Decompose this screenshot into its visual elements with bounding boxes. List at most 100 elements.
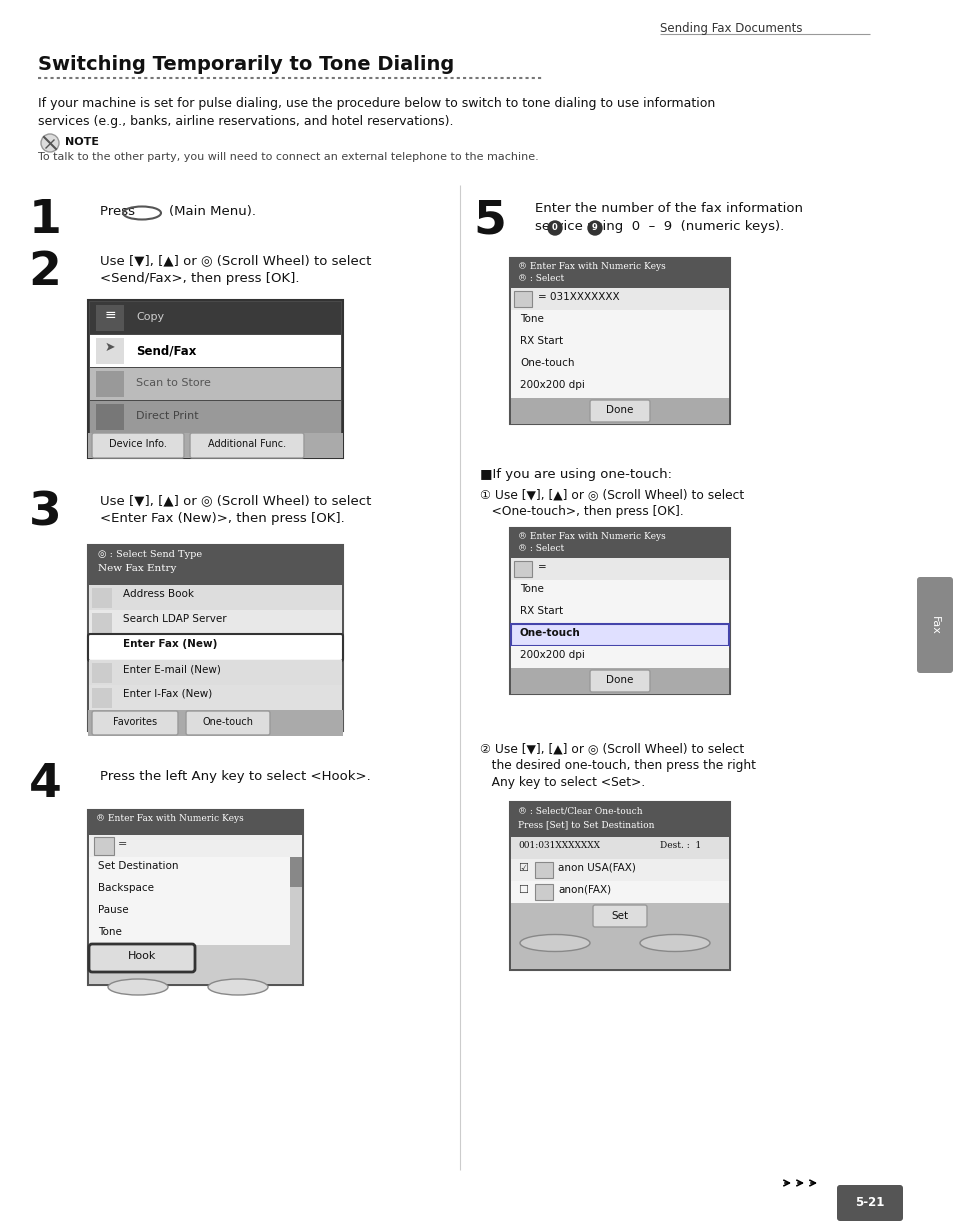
Bar xyxy=(88,710,343,736)
Text: Direct Print: Direct Print xyxy=(136,411,198,421)
Text: ® Enter Fax with Numeric Keys: ® Enter Fax with Numeric Keys xyxy=(96,814,244,823)
FancyBboxPatch shape xyxy=(190,433,304,458)
Text: ➤: ➤ xyxy=(105,341,115,355)
Text: Enter Fax (New): Enter Fax (New) xyxy=(123,639,217,649)
Text: Address Book: Address Book xyxy=(123,589,193,599)
Bar xyxy=(91,614,112,633)
Text: Any key to select <Set>.: Any key to select <Set>. xyxy=(479,775,644,789)
Bar xyxy=(510,258,729,288)
Text: 5: 5 xyxy=(473,198,506,243)
Text: Press        (Main Menu).: Press (Main Menu). xyxy=(100,205,255,218)
Bar xyxy=(90,335,340,367)
Bar xyxy=(510,802,729,971)
Text: ② Use [▼], [▲] or ◎ (Scroll Wheel) to select: ② Use [▼], [▲] or ◎ (Scroll Wheel) to se… xyxy=(479,742,743,755)
Text: the desired one-touch, then press the right: the desired one-touch, then press the ri… xyxy=(479,760,755,772)
Bar xyxy=(89,685,341,710)
Bar xyxy=(511,558,728,580)
Bar xyxy=(290,856,302,945)
Text: <Send/Fax>, then press [OK].: <Send/Fax>, then press [OK]. xyxy=(100,272,299,285)
Ellipse shape xyxy=(639,935,709,951)
Ellipse shape xyxy=(108,979,168,995)
Bar xyxy=(89,945,302,984)
Bar xyxy=(88,810,303,836)
Text: NOTE: NOTE xyxy=(65,137,99,147)
Bar xyxy=(89,610,341,636)
FancyBboxPatch shape xyxy=(593,906,646,928)
Text: <One-touch>, then press [OK].: <One-touch>, then press [OK]. xyxy=(479,506,683,518)
Text: services (e.g., banks, airline reservations, and hotel reservations).: services (e.g., banks, airline reservati… xyxy=(38,115,453,128)
Text: Enter E-mail (New): Enter E-mail (New) xyxy=(123,664,221,674)
Bar xyxy=(88,810,303,985)
Text: ® : Select/Clear One-touch: ® : Select/Clear One-touch xyxy=(517,806,642,815)
Text: ☑: ☑ xyxy=(517,863,527,872)
Text: =: = xyxy=(118,839,128,849)
Text: Scan to Store: Scan to Store xyxy=(136,378,211,388)
Text: Press the left Any key to select <Hook>.: Press the left Any key to select <Hook>. xyxy=(100,771,371,783)
Text: ® : Select: ® : Select xyxy=(517,544,563,553)
Text: Use [▼], [▲] or ◎ (Scroll Wheel) to select: Use [▼], [▲] or ◎ (Scroll Wheel) to sele… xyxy=(100,254,371,267)
Text: 200x200 dpi: 200x200 dpi xyxy=(519,650,584,660)
Text: Tone: Tone xyxy=(519,314,543,324)
Bar xyxy=(511,398,728,425)
Bar xyxy=(91,638,112,658)
Bar xyxy=(96,337,124,364)
Text: One-touch: One-touch xyxy=(519,628,580,638)
Text: ® : Select: ® : Select xyxy=(517,274,563,283)
Ellipse shape xyxy=(41,134,59,152)
Text: Device Info.: Device Info. xyxy=(109,439,167,449)
Text: Search LDAP Server: Search LDAP Server xyxy=(123,614,227,625)
Text: Set Destination: Set Destination xyxy=(98,861,178,871)
Text: ☐: ☐ xyxy=(517,885,527,894)
Text: Done: Done xyxy=(606,405,633,415)
FancyBboxPatch shape xyxy=(589,400,649,422)
Bar xyxy=(96,404,124,429)
Bar xyxy=(511,625,728,645)
Text: One-touch: One-touch xyxy=(202,717,253,728)
Text: If your machine is set for pulse dialing, use the procedure below to switch to t: If your machine is set for pulse dialing… xyxy=(38,97,715,110)
Text: 5-21: 5-21 xyxy=(855,1196,883,1210)
Text: Switching Temporarily to Tone Dialing: Switching Temporarily to Tone Dialing xyxy=(38,55,454,74)
FancyBboxPatch shape xyxy=(589,670,649,692)
Bar xyxy=(88,433,343,458)
FancyBboxPatch shape xyxy=(91,710,178,735)
Text: ① Use [▼], [▲] or ◎ (Scroll Wheel) to select: ① Use [▼], [▲] or ◎ (Scroll Wheel) to se… xyxy=(479,488,743,501)
Text: 0: 0 xyxy=(552,223,558,232)
Text: Tone: Tone xyxy=(519,584,543,594)
Bar xyxy=(90,401,340,433)
Bar xyxy=(88,545,343,731)
Text: Dest. :  1: Dest. : 1 xyxy=(659,840,700,850)
Bar xyxy=(91,663,112,683)
Text: Favorites: Favorites xyxy=(112,717,157,728)
Text: 2: 2 xyxy=(29,250,61,294)
Circle shape xyxy=(587,221,601,236)
FancyBboxPatch shape xyxy=(89,944,194,972)
Bar xyxy=(94,837,113,855)
Bar xyxy=(511,310,728,333)
Bar xyxy=(511,645,728,667)
Bar xyxy=(510,528,729,558)
Bar xyxy=(511,288,728,310)
Text: Use [▼], [▲] or ◎ (Scroll Wheel) to select: Use [▼], [▲] or ◎ (Scroll Wheel) to sele… xyxy=(100,494,371,507)
FancyBboxPatch shape xyxy=(88,634,343,661)
Bar xyxy=(510,802,729,837)
Text: Tone: Tone xyxy=(98,928,122,937)
Circle shape xyxy=(547,221,561,236)
Bar xyxy=(89,901,290,923)
Bar xyxy=(89,836,302,856)
Bar xyxy=(510,258,729,425)
Text: Fax: Fax xyxy=(929,616,939,634)
Text: Additional Func.: Additional Func. xyxy=(208,439,286,449)
Bar xyxy=(89,585,341,610)
FancyBboxPatch shape xyxy=(186,710,270,735)
Bar xyxy=(511,333,728,355)
Text: Backspace: Backspace xyxy=(98,883,153,893)
Text: Hook: Hook xyxy=(128,951,156,961)
Bar xyxy=(96,306,124,331)
Text: New Fax Entry: New Fax Entry xyxy=(98,564,176,573)
Bar xyxy=(88,545,343,585)
Text: 1: 1 xyxy=(29,198,61,243)
Bar xyxy=(511,355,728,375)
Bar xyxy=(90,368,340,400)
Bar xyxy=(91,588,112,609)
Text: anon USA(FAX): anon USA(FAX) xyxy=(558,863,636,872)
